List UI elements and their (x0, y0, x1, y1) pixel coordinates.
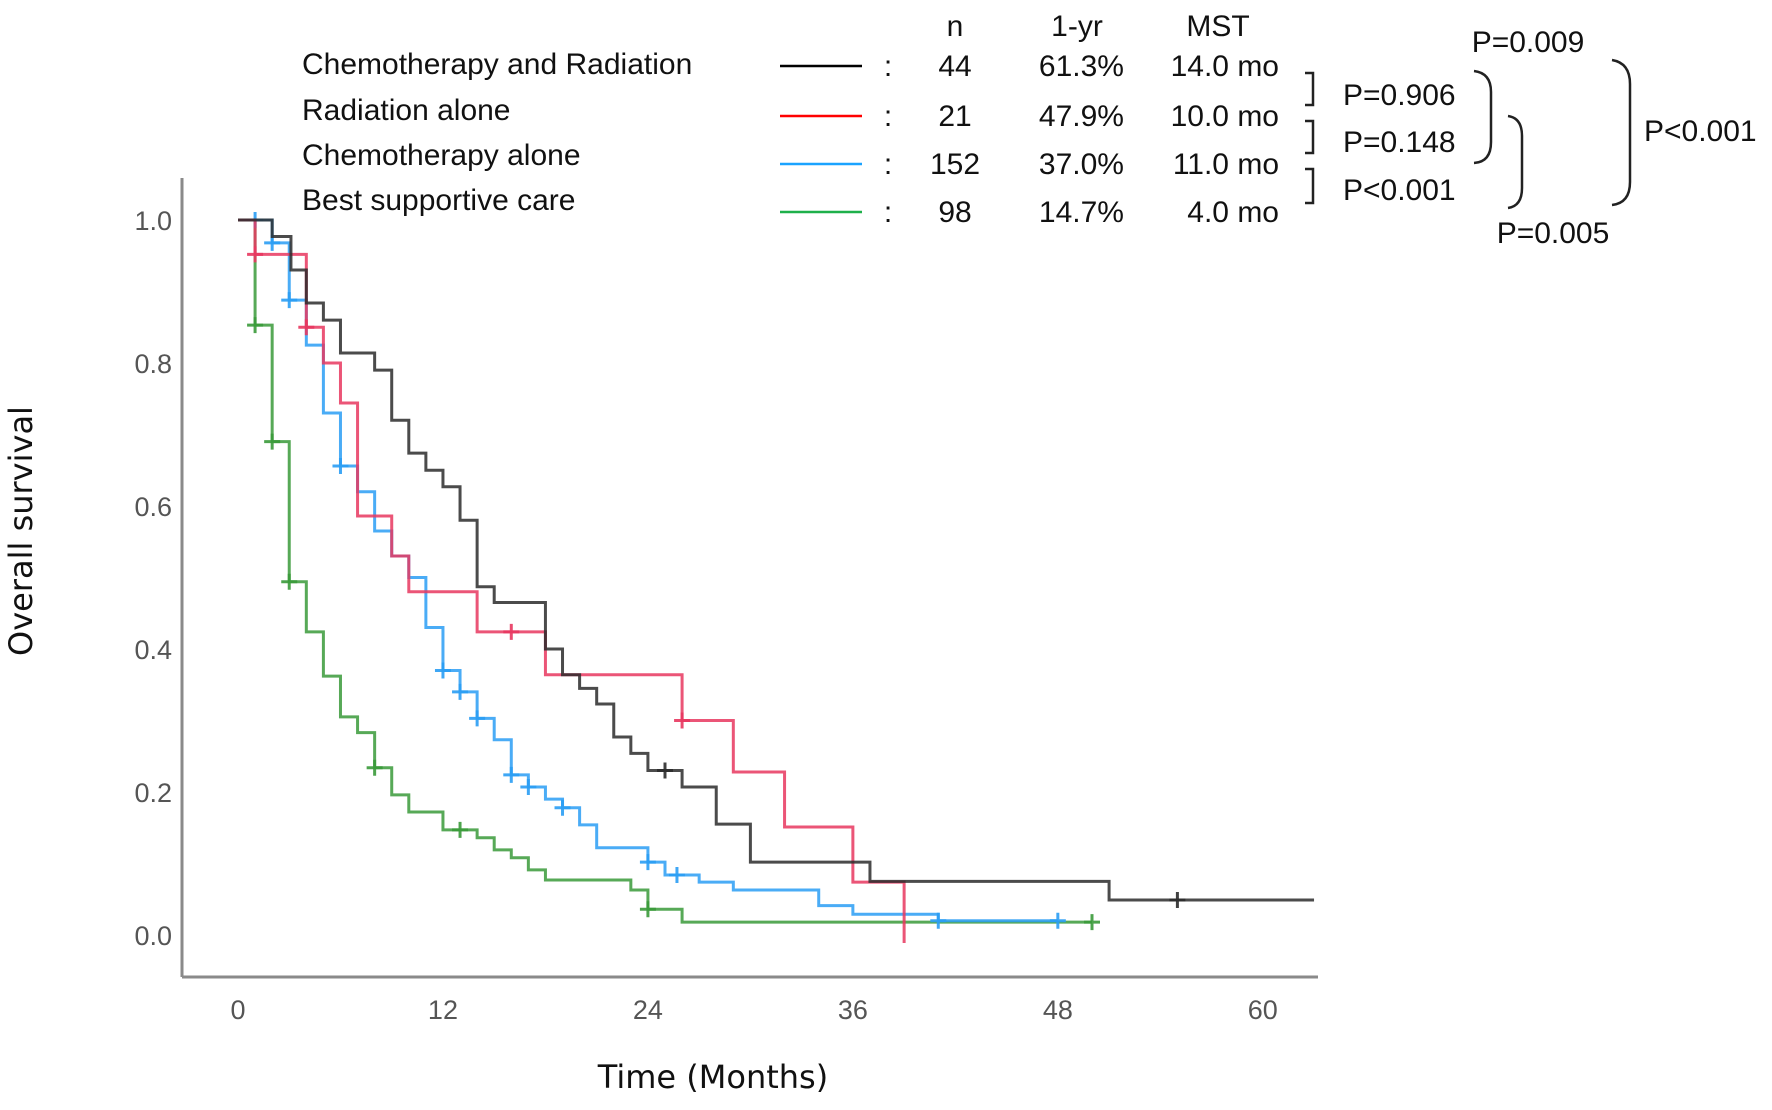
y-axis-title: Overall survival (2, 406, 40, 656)
legend-n: 98 (938, 196, 971, 229)
censor-mark (674, 712, 691, 729)
series-radiation-alone (238, 218, 906, 943)
y-tick-label: 0.6 (134, 492, 172, 522)
legend-1yr: 37.0% (1039, 148, 1124, 181)
x-tick-labels: 0 12 24 36 48 60 (230, 995, 1277, 1025)
censor-mark (298, 319, 315, 336)
censor-mark (1084, 914, 1100, 931)
censor-mark (452, 821, 469, 838)
legend-n: 44 (938, 50, 971, 83)
legend-colon: : (884, 50, 892, 83)
legend-label: Radiation alone (302, 94, 511, 127)
legend-row: Chemotherapy and Radiation: 44 61.3% 14.0 m… (302, 48, 1279, 83)
legend-mst: 14.0 mo (1171, 50, 1279, 83)
x-tick-label: 12 (428, 995, 458, 1025)
censor-mark (366, 759, 383, 776)
survival-curve (238, 218, 906, 943)
legend-row: Best supportive care: 98 14.7% 4.0 mo (302, 184, 1279, 229)
censor-mark (668, 866, 685, 883)
series-best-supportive-care (238, 218, 1100, 931)
y-tick-label: 1.0 (134, 206, 172, 236)
survival-curve (238, 218, 1092, 924)
series-chemotherapy-alone (238, 212, 1066, 929)
x-tick-label: 0 (230, 995, 245, 1025)
y-tick-label: 0.2 (134, 778, 172, 808)
legend-row: Chemotherapy alone: 152 37.0% 11.0 mo (302, 139, 1279, 181)
p-value-label: P=0.906 (1343, 79, 1456, 112)
p-value-label: P=0.009 (1472, 26, 1585, 59)
legend-mst: 4.0 mo (1187, 196, 1279, 229)
censor-mark (930, 912, 947, 929)
censor-mark (281, 573, 298, 590)
censor-mark (332, 457, 349, 474)
legend-colon: : (884, 196, 892, 229)
legend-n: 21 (938, 100, 971, 133)
censor-mark (639, 901, 656, 918)
legend: n 1-yr MST Chemotherapy and Radiation: 44… (302, 10, 1279, 229)
legend-1yr: 61.3% (1039, 50, 1124, 83)
p-value-label: P=0.005 (1497, 217, 1610, 250)
x-tick-label: 24 (633, 995, 663, 1025)
censor-mark (503, 766, 520, 783)
curly-bracket-rows-1-3 (1473, 69, 1493, 165)
legend-header-mst: MST (1186, 10, 1249, 43)
legend-mst: 11.0 mo (1173, 148, 1279, 181)
x-axis-title: Time (Months) (597, 1058, 828, 1096)
y-tick-label: 0.4 (134, 635, 172, 665)
curly-bracket-rows-2-4 (1507, 114, 1524, 210)
bracket-rows-1-2 (1305, 71, 1315, 107)
x-tick-label: 48 (1043, 995, 1073, 1025)
legend-1yr: 47.9% (1039, 100, 1124, 133)
censor-mark (469, 710, 486, 727)
p-value-label: P<0.001 (1343, 174, 1456, 207)
legend-colon: : (884, 100, 892, 133)
legend-header-1yr: 1-yr (1051, 10, 1103, 43)
censor-mark (434, 662, 451, 679)
censor-mark (264, 433, 281, 450)
censor-mark (247, 317, 264, 334)
series-chemotherapy-and-radiation (238, 218, 1315, 908)
censor-mark (452, 683, 469, 700)
legend-header-n: n (947, 10, 964, 43)
survival-curve (238, 218, 1315, 902)
y-tick-label: 0.0 (134, 921, 172, 951)
legend-label: Chemotherapy alone (302, 139, 581, 172)
legend-mst: 10.0 mo (1171, 100, 1279, 133)
y-tick-labels: 0.0 0.2 0.4 0.6 0.8 1.0 (134, 206, 172, 951)
survival-curve (238, 218, 1058, 923)
censor-mark (1049, 912, 1066, 929)
curly-bracket-rows-1-4 (1611, 58, 1632, 207)
legend-n: 152 (930, 148, 980, 181)
legend-label: Best supportive care (302, 184, 575, 217)
censor-mark (503, 623, 520, 640)
censor-mark (639, 854, 656, 871)
censor-mark (554, 799, 571, 816)
censor-mark (1169, 891, 1186, 908)
legend-1yr: 14.7% (1039, 196, 1124, 229)
bracket-rows-2-3 (1305, 119, 1315, 155)
censor-mark (657, 762, 673, 779)
p-value-label: P<0.001 (1644, 115, 1757, 148)
censor-mark (281, 292, 298, 309)
censor-mark (520, 778, 537, 795)
x-tick-label: 36 (838, 995, 868, 1025)
bracket-rows-3-4 (1305, 167, 1315, 205)
p-value-annotations: P=0.906 P=0.148 P<0.001 P=0.009 P=0.005 … (1305, 26, 1757, 250)
p-value-label: P=0.148 (1343, 126, 1456, 159)
x-tick-label: 60 (1248, 995, 1278, 1025)
legend-colon: : (884, 148, 892, 181)
legend-row: Radiation alone: 21 47.9% 10.0 mo (302, 94, 1279, 133)
legend-label: Chemotherapy and Radiation (302, 48, 692, 81)
survival-curves (238, 212, 1315, 943)
censor-mark (247, 246, 264, 263)
y-tick-label: 0.8 (134, 349, 172, 379)
